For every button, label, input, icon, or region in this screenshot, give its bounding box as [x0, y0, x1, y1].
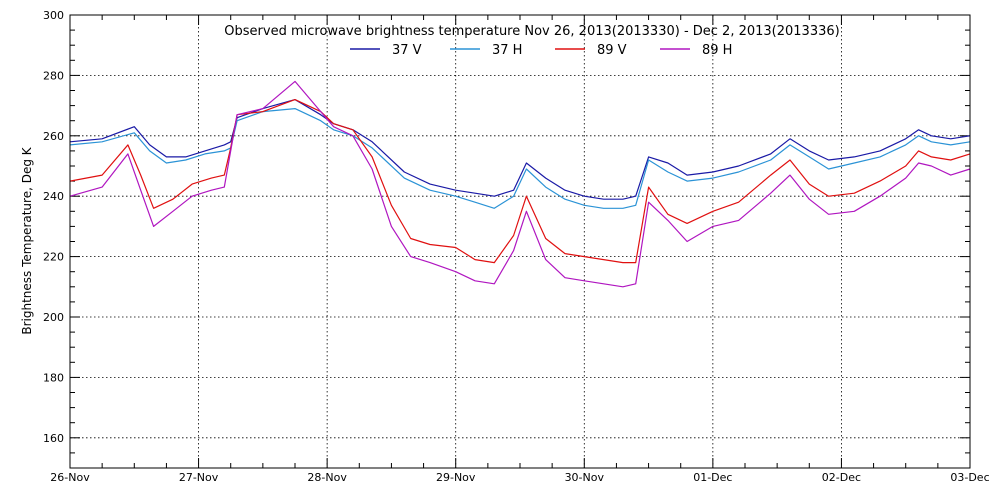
legend-label: 37 H: [492, 43, 522, 58]
y-tick-label: 160: [43, 432, 64, 445]
legend-label: 89 V: [597, 43, 627, 58]
series-line-89-v: [69, 98, 971, 264]
series-line-89-h: [69, 80, 971, 288]
y-tick-label: 200: [43, 311, 64, 324]
y-tick-label: 280: [43, 69, 64, 82]
grid: [70, 15, 970, 468]
x-tick-label: 03-Dec: [950, 471, 989, 484]
series-line-37-h: [69, 107, 971, 209]
legend-label: 89 H: [702, 43, 732, 58]
legend: 37 V 37 H 89 V 89 H: [350, 43, 732, 58]
x-tick-label: 26-Nov: [50, 471, 90, 484]
chart-title: Observed microwave brightness temperatur…: [224, 24, 839, 39]
x-tick-label: 01-Dec: [693, 471, 732, 484]
y-axis-label: Brightness Temperature, Deg K: [20, 146, 34, 334]
tick-labels: 160 180 200 220 240 260 280 300 26-Nov 27-Nov 28-N…: [43, 9, 990, 484]
plot-frame: [69, 14, 971, 469]
series-lines: [69, 80, 971, 288]
x-tick-label: 28-Nov: [307, 471, 347, 484]
y-tick-label: 220: [43, 251, 64, 264]
y-tick-label: 240: [43, 190, 64, 203]
legend-label: 37 V: [392, 43, 422, 58]
x-tick-label: 27-Nov: [179, 471, 219, 484]
x-tick-label: 02-Dec: [822, 471, 861, 484]
series-line-37-v: [69, 98, 971, 200]
x-tick-label: 30-Nov: [565, 471, 605, 484]
y-tick-label: 260: [43, 130, 64, 143]
x-tick-label: 29-Nov: [436, 471, 476, 484]
y-tick-label: 300: [43, 9, 64, 22]
y-tick-label: 180: [43, 371, 64, 384]
